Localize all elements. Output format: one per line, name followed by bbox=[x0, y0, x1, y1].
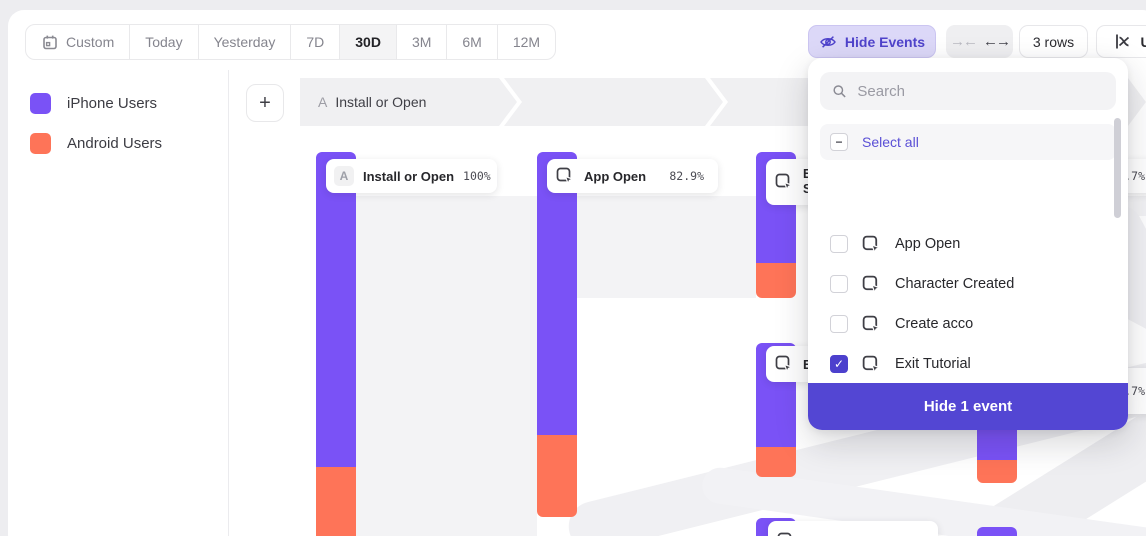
event-search-input[interactable] bbox=[857, 82, 1104, 100]
hide-events-label: Hide Events bbox=[844, 33, 926, 50]
click-event-icon bbox=[862, 315, 882, 334]
hide-events-dropdown: Select all App Open Character Created Cr… bbox=[808, 58, 1128, 430]
date-range-today[interactable]: Today bbox=[129, 25, 197, 59]
event-label: Exit Tutorial bbox=[895, 356, 971, 372]
select-all-checkbox[interactable] bbox=[830, 133, 848, 151]
add-step-button[interactable]: + bbox=[246, 84, 284, 122]
step-percentage: 100% bbox=[463, 169, 491, 183]
step-label: E bbox=[803, 357, 812, 372]
breadcrumb-step-letter: A bbox=[318, 94, 328, 110]
date-range-control: Custom Today Yesterday 7D 30D 3M 6M 12M bbox=[25, 24, 557, 60]
step-percentage: 82.9% bbox=[669, 169, 704, 183]
click-event-icon bbox=[777, 532, 792, 536]
date-range-label: 3M bbox=[411, 34, 432, 50]
event-item-exit-tutorial[interactable]: Exit Tutorial bbox=[820, 344, 1110, 384]
event-checkbox[interactable] bbox=[830, 355, 848, 373]
step-label: Install or Open bbox=[363, 168, 455, 184]
legend-label: iPhone Users bbox=[67, 95, 158, 112]
legend-item-android: Android Users bbox=[30, 133, 162, 154]
event-label: App Open bbox=[895, 236, 961, 252]
rows-count-label: 3 rows bbox=[1032, 33, 1075, 50]
column-width-control: →← ←→ bbox=[946, 25, 1013, 58]
step-card-install-or-open[interactable]: A Install or Open 100% bbox=[326, 159, 497, 193]
chart-mode-label: U bbox=[1140, 33, 1146, 50]
funnel-bar-step1[interactable] bbox=[316, 152, 356, 536]
date-range-3m[interactable]: 3M bbox=[395, 25, 446, 59]
calendar-icon bbox=[43, 35, 57, 50]
expand-columns-icon[interactable]: ←→ bbox=[983, 33, 1011, 50]
click-event-icon bbox=[775, 355, 794, 374]
event-item-app-open[interactable]: App Open bbox=[820, 224, 1110, 264]
event-label: Character Created bbox=[895, 276, 1015, 292]
breadcrumb-step-1[interactable]: A Install or Open bbox=[300, 78, 517, 126]
date-range-6m[interactable]: 6M bbox=[446, 25, 496, 59]
event-checkbox[interactable] bbox=[830, 315, 848, 333]
step-letter-badge: A bbox=[334, 166, 354, 186]
hide-events-button[interactable]: Hide Events bbox=[808, 25, 936, 58]
chart-mode-button[interactable]: U bbox=[1096, 25, 1146, 58]
dropdown-scrollbar[interactable] bbox=[1114, 118, 1121, 218]
step-card-partially-hidden[interactable] bbox=[768, 521, 938, 536]
android-color-swatch bbox=[30, 133, 51, 154]
select-all-row[interactable]: Select all bbox=[820, 124, 1116, 160]
date-range-label: 6M bbox=[462, 34, 482, 50]
search-icon bbox=[833, 84, 846, 97]
breadcrumb-step-label: Install or Open bbox=[335, 94, 427, 110]
funnel-bar-step2[interactable] bbox=[537, 152, 577, 517]
date-range-yesterday[interactable]: Yesterday bbox=[197, 25, 291, 59]
hide-selected-events-label: Hide 1 event bbox=[923, 398, 1013, 415]
date-range-label: Custom bbox=[66, 34, 115, 50]
step-card-app-open[interactable]: App Open 82.9% bbox=[547, 159, 718, 193]
funnel-bar-step8[interactable] bbox=[977, 527, 1017, 536]
event-search-box[interactable] bbox=[820, 72, 1116, 110]
event-label: Create acco bbox=[895, 316, 974, 332]
eye-off-icon bbox=[820, 35, 836, 48]
step-label-line1: E bbox=[803, 168, 811, 181]
date-range-7d[interactable]: 7D bbox=[290, 25, 339, 59]
click-event-icon bbox=[862, 235, 882, 254]
conversion-chart-icon bbox=[1116, 34, 1130, 49]
breadcrumb-step-2[interactable] bbox=[504, 78, 723, 126]
date-range-label: Yesterday bbox=[213, 34, 276, 50]
select-all-label: Select all bbox=[862, 134, 919, 150]
flow-ribbon bbox=[356, 196, 537, 536]
date-range-label: Today bbox=[145, 34, 183, 50]
collapse-columns-icon[interactable]: →← bbox=[950, 33, 978, 50]
legend-label: Android Users bbox=[67, 135, 163, 152]
date-range-30d[interactable]: 30D bbox=[339, 25, 396, 59]
event-checkbox[interactable] bbox=[830, 275, 848, 293]
legend-item-iphone: iPhone Users bbox=[30, 93, 157, 114]
date-range-custom[interactable]: Custom bbox=[26, 25, 129, 59]
date-range-label: 30D bbox=[355, 34, 381, 50]
event-checkbox[interactable] bbox=[830, 235, 848, 253]
event-item-character-created[interactable]: Character Created bbox=[820, 264, 1110, 304]
flow-ribbon bbox=[577, 196, 756, 298]
click-event-icon bbox=[775, 173, 794, 192]
click-event-icon bbox=[862, 275, 882, 294]
step-label: App Open bbox=[584, 168, 647, 184]
click-event-icon bbox=[556, 167, 575, 186]
date-range-label: 7D bbox=[306, 34, 325, 50]
date-range-label: 12M bbox=[512, 34, 541, 50]
iphone-color-swatch bbox=[30, 93, 51, 114]
hide-selected-events-button[interactable]: Hide 1 event bbox=[808, 383, 1128, 430]
event-item-create-account[interactable]: Create acco bbox=[820, 304, 1110, 344]
click-event-icon bbox=[862, 355, 882, 374]
step-label-line2: S bbox=[803, 183, 811, 196]
panel-divider bbox=[228, 70, 229, 536]
rows-count-button[interactable]: 3 rows bbox=[1019, 25, 1088, 58]
date-range-12m[interactable]: 12M bbox=[496, 25, 555, 59]
